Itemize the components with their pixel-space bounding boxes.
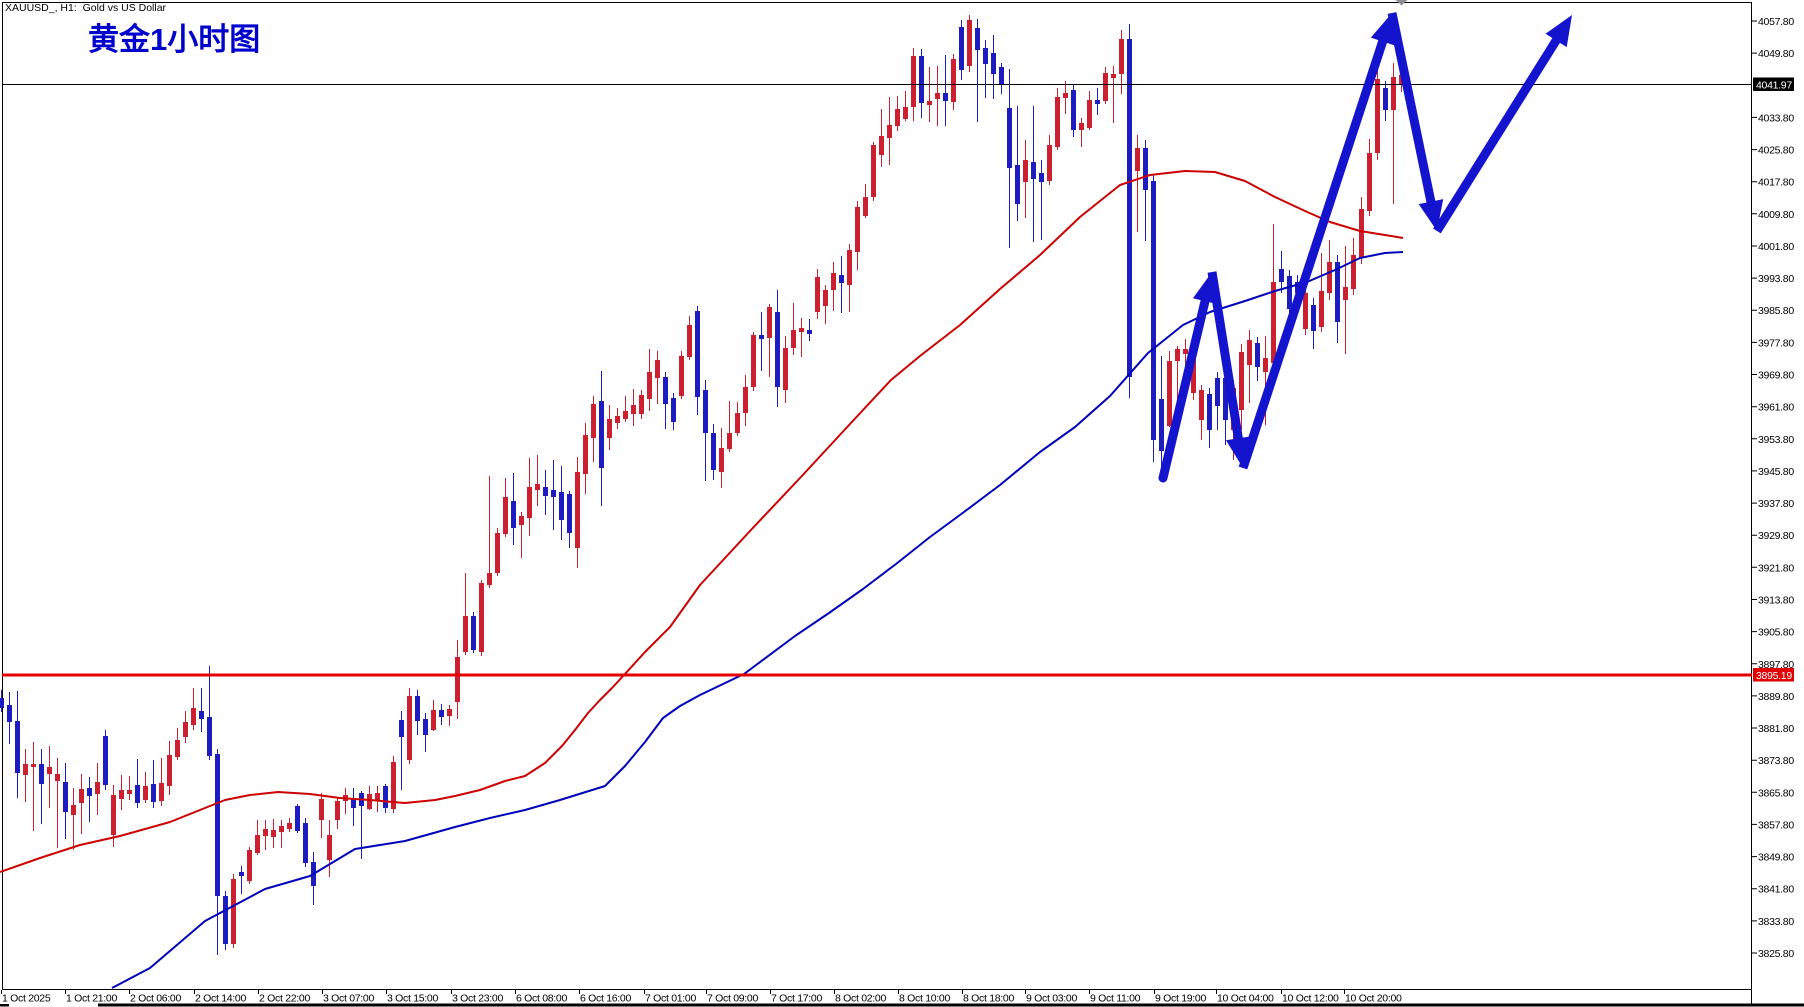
svg-text:4049.80: 4049.80: [1758, 48, 1794, 60]
svg-text:黄金1小时图: 黄金1小时图: [88, 22, 260, 57]
svg-text:3929.80: 3929.80: [1758, 530, 1794, 542]
svg-text:10 Oct 04:00: 10 Oct 04:00: [1217, 993, 1274, 1005]
svg-text:3841.80: 3841.80: [1758, 884, 1794, 896]
svg-text:2 Oct 22:00: 2 Oct 22:00: [259, 993, 310, 1005]
svg-text:1 Oct 21:00: 1 Oct 21:00: [66, 993, 117, 1005]
svg-text:1 Oct 2025: 1 Oct 2025: [2, 993, 51, 1005]
svg-text:3977.80: 3977.80: [1758, 337, 1794, 349]
svg-text:4041.97: 4041.97: [1756, 80, 1792, 92]
svg-text:8 Oct 10:00: 8 Oct 10:00: [899, 993, 950, 1005]
svg-text:3857.80: 3857.80: [1758, 819, 1794, 831]
svg-text:2 Oct 06:00: 2 Oct 06:00: [130, 993, 181, 1005]
svg-text:4057.80: 4057.80: [1758, 16, 1794, 28]
svg-text:10 Oct 20:00: 10 Oct 20:00: [1345, 993, 1402, 1005]
svg-text:4017.80: 4017.80: [1758, 177, 1794, 189]
svg-text:3993.80: 3993.80: [1758, 273, 1794, 285]
svg-text:3873.80: 3873.80: [1758, 755, 1794, 767]
svg-text:3889.80: 3889.80: [1758, 691, 1794, 703]
svg-text:8 Oct 18:00: 8 Oct 18:00: [963, 993, 1014, 1005]
svg-text:3937.80: 3937.80: [1758, 498, 1794, 510]
svg-text:6 Oct 08:00: 6 Oct 08:00: [516, 993, 567, 1005]
svg-text:3 Oct 15:00: 3 Oct 15:00: [387, 993, 438, 1005]
svg-text:8 Oct 02:00: 8 Oct 02:00: [835, 993, 886, 1005]
svg-text:2 Oct 14:00: 2 Oct 14:00: [195, 993, 246, 1005]
svg-text:7 Oct 09:00: 7 Oct 09:00: [707, 993, 758, 1005]
svg-text:7 Oct 01:00: 7 Oct 01:00: [645, 993, 696, 1005]
svg-text:3905.80: 3905.80: [1758, 627, 1794, 639]
svg-text:3953.80: 3953.80: [1758, 434, 1794, 446]
svg-text:XAUUSD_, H1: Gold vs US Dolla: XAUUSD_, H1: Gold vs US Dollar: [5, 2, 167, 14]
svg-text:3969.80: 3969.80: [1758, 370, 1794, 382]
svg-text:9 Oct 03:00: 9 Oct 03:00: [1026, 993, 1077, 1005]
svg-text:3865.80: 3865.80: [1758, 787, 1794, 799]
svg-text:3897.80: 3897.80: [1758, 659, 1794, 671]
svg-text:4009.80: 4009.80: [1758, 209, 1794, 221]
svg-text:3833.80: 3833.80: [1758, 916, 1794, 928]
svg-text:3945.80: 3945.80: [1758, 466, 1794, 478]
svg-text:3849.80: 3849.80: [1758, 852, 1794, 864]
svg-text:4033.80: 4033.80: [1758, 112, 1794, 124]
svg-text:9 Oct 19:00: 9 Oct 19:00: [1155, 993, 1206, 1005]
svg-text:6 Oct 16:00: 6 Oct 16:00: [580, 993, 631, 1005]
svg-text:9 Oct 11:00: 9 Oct 11:00: [1090, 993, 1141, 1005]
svg-text:3913.80: 3913.80: [1758, 595, 1794, 607]
svg-text:3 Oct 07:00: 3 Oct 07:00: [323, 993, 374, 1005]
svg-text:10 Oct 12:00: 10 Oct 12:00: [1282, 993, 1339, 1005]
svg-text:3895.19: 3895.19: [1756, 670, 1792, 682]
svg-text:3 Oct 23:00: 3 Oct 23:00: [452, 993, 503, 1005]
svg-text:4025.80: 4025.80: [1758, 145, 1794, 157]
svg-text:4001.80: 4001.80: [1758, 241, 1794, 253]
svg-text:3825.80: 3825.80: [1758, 948, 1794, 960]
svg-text:7 Oct 17:00: 7 Oct 17:00: [771, 993, 822, 1005]
svg-text:3961.80: 3961.80: [1758, 402, 1794, 414]
svg-text:3921.80: 3921.80: [1758, 562, 1794, 574]
svg-text:3881.80: 3881.80: [1758, 723, 1794, 735]
svg-text:3985.80: 3985.80: [1758, 305, 1794, 317]
